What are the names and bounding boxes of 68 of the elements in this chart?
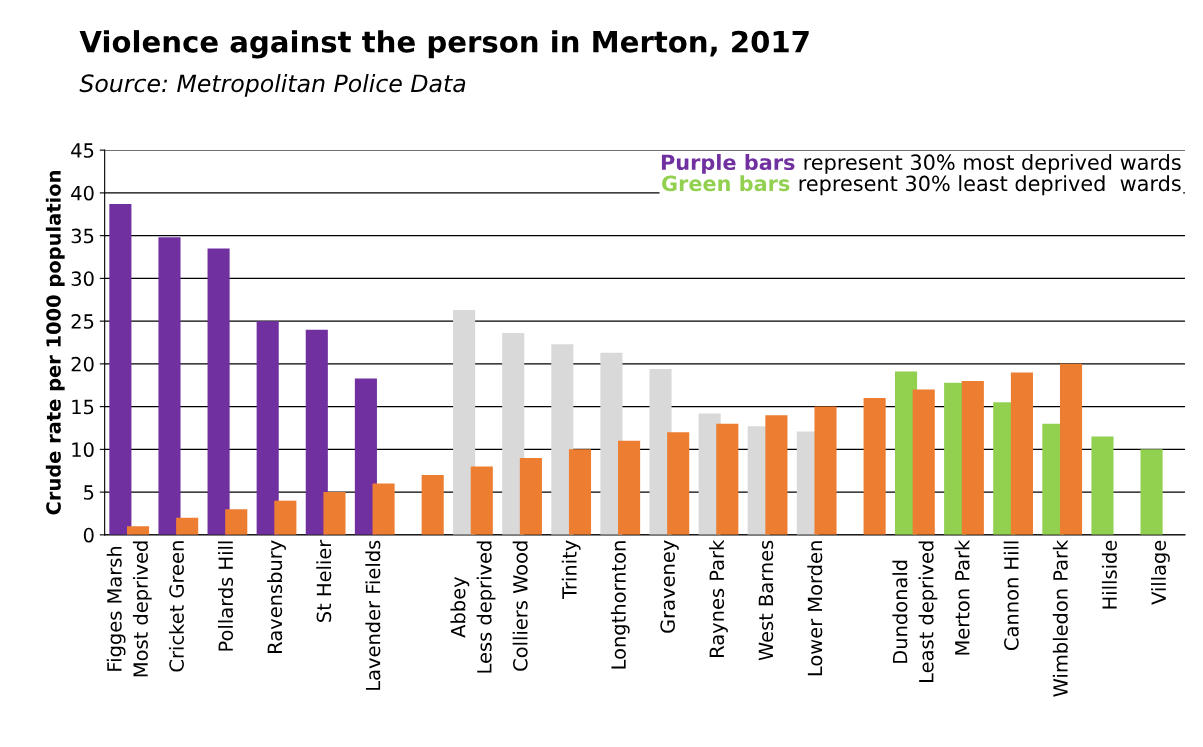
x-tick-label: Wimbledon Park	[1052, 539, 1068, 697]
bar	[372, 483, 395, 535]
bar	[1140, 449, 1163, 535]
bar	[551, 344, 574, 535]
bar	[1059, 363, 1083, 535]
bar	[519, 457, 542, 535]
bar	[716, 423, 739, 535]
x-tick-label: Dundonald Least deprived	[892, 541, 938, 682]
bar	[814, 406, 837, 535]
x-tick-label: West Barnes	[758, 540, 774, 661]
y-tick-label: 30	[71, 271, 94, 287]
x-tick-label: Colliers Wood	[512, 541, 528, 671]
bar	[127, 526, 150, 535]
bar	[225, 509, 248, 535]
annotation: represent 30% least deprived wards	[799, 175, 1181, 196]
x-tick-label: Trinity	[561, 540, 581, 600]
x-tick-label: Merton Park	[954, 539, 970, 655]
bar	[421, 475, 444, 535]
bar	[1010, 372, 1033, 535]
bar	[863, 398, 886, 535]
bar	[502, 333, 525, 535]
x-tick-label: Pollards Hill	[218, 541, 234, 651]
bar	[274, 500, 297, 535]
chart-title: Violence against the person in Merton, 2017	[79, 30, 809, 59]
bar	[354, 378, 377, 535]
annotation: represent 30% most deprived wards	[804, 153, 1181, 175]
bar	[667, 432, 690, 535]
bar	[618, 440, 641, 535]
x-tick-label: Abbey Less deprived	[450, 541, 496, 673]
bar	[1091, 436, 1114, 535]
y-tick-label: 45	[71, 143, 94, 158]
bar	[323, 492, 346, 535]
y-axis-title: Crude rate per 1000 population	[45, 171, 65, 515]
y-tick-label: 0	[83, 527, 94, 543]
bar	[109, 204, 132, 535]
x-tick-label: Hillside	[1101, 540, 1117, 609]
x-tick-label: Ravensbury	[267, 540, 286, 653]
x-tick-label: Figges Marsh Most deprived	[106, 541, 152, 677]
bar	[961, 380, 984, 535]
x-tick-label: Raynes Park	[709, 539, 728, 657]
bar	[207, 248, 230, 535]
x-tick-label: Village	[1150, 540, 1170, 605]
x-tick-label: Lower Morden	[807, 541, 823, 676]
y-tick-label: 25	[71, 314, 94, 329]
x-tick-label: St Helier	[316, 539, 332, 622]
x-tick-label: Cricket Green	[168, 541, 184, 672]
bar	[568, 449, 592, 535]
bar	[256, 321, 279, 535]
x-tick-label: Graveney	[660, 540, 679, 633]
bar	[158, 237, 181, 535]
y-tick-label: 40	[71, 185, 94, 201]
bar	[765, 415, 788, 535]
chart-subtitle: Source: Metropolitan Police Data	[79, 73, 466, 97]
y-tick-label: 35	[71, 228, 94, 244]
y-tick-label: 15	[72, 399, 94, 415]
bar	[453, 310, 476, 535]
y-tick-label: 5	[84, 485, 94, 500]
bar	[912, 389, 935, 535]
x-tick-label: Cannon Hill	[1003, 541, 1019, 650]
x-tick-label: Longthornton	[610, 541, 630, 669]
annotation: Purple bars	[661, 153, 795, 175]
bar	[470, 466, 493, 535]
annotation: Green bars	[662, 175, 790, 192]
y-tick-label: 10	[72, 442, 94, 458]
y-tick-label: 20	[71, 356, 94, 372]
bar	[176, 517, 199, 535]
bar	[305, 329, 328, 535]
x-tick-label: Lavender Fields	[365, 540, 381, 690]
